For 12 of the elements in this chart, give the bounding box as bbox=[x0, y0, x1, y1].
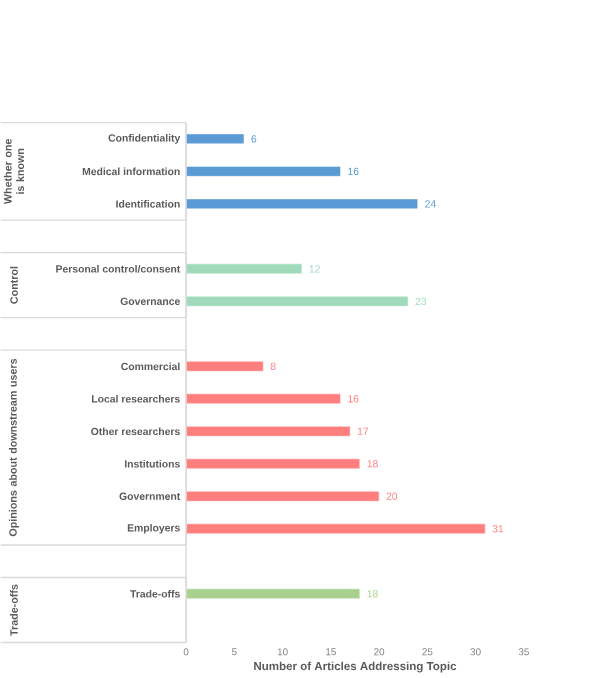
bar bbox=[185, 491, 380, 502]
bar bbox=[185, 296, 409, 307]
bar bbox=[185, 588, 361, 599]
bar bbox=[185, 263, 303, 275]
bar bbox=[185, 133, 245, 145]
bar bbox=[185, 523, 486, 534]
bar bbox=[185, 198, 419, 210]
bar bbox=[185, 393, 341, 405]
bar bbox=[185, 361, 264, 372]
bar bbox=[185, 426, 351, 437]
bar bbox=[185, 458, 361, 470]
bar bbox=[185, 166, 341, 177]
